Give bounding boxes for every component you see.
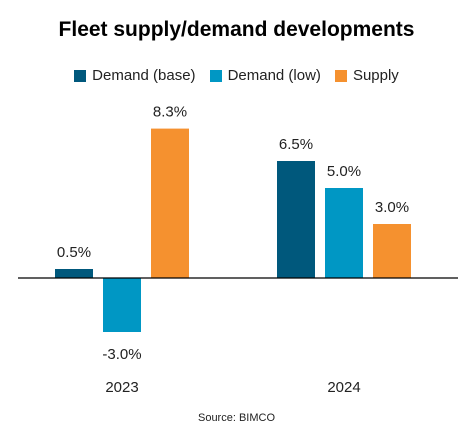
source-note: Source: BIMCO xyxy=(197,412,276,424)
data-label-supply-2023: 8.3% xyxy=(153,104,187,121)
bar-demand-low-2024 xyxy=(325,188,363,278)
data-label-demand-base-2023: 0.5% xyxy=(57,244,91,261)
bar-supply-2024 xyxy=(373,224,411,278)
legend-swatch-supply xyxy=(334,69,347,82)
data-label-demand-base-2024: 6.5% xyxy=(279,136,313,153)
data-label-demand-low-2024: 5.0% xyxy=(327,163,361,180)
data-label-demand-low-2023: -3.0% xyxy=(102,346,141,363)
legend-item-supply: Supply xyxy=(334,67,399,84)
x-tick-label-2023: 2023 xyxy=(105,379,138,396)
legend-swatch-demand-base xyxy=(74,69,87,82)
legend: Demand (base) Demand (low) Supply xyxy=(0,67,473,84)
bar-supply-2023 xyxy=(151,128,189,278)
legend-label-supply: Supply xyxy=(352,67,399,84)
legend-label-demand-base: Demand (base) xyxy=(92,67,196,84)
legend-item-demand-low: Demand (low) xyxy=(209,67,321,84)
legend-item-demand-base: Demand (base) xyxy=(74,67,196,84)
legend-swatch-demand-low xyxy=(209,69,222,82)
legend-label-demand-low: Demand (low) xyxy=(227,67,321,84)
data-label-supply-2024: 3.0% xyxy=(375,199,409,216)
x-tick-label-2024: 2024 xyxy=(327,379,360,396)
bar-demand-low-2023 xyxy=(103,278,141,332)
bar-demand-base-2023 xyxy=(55,269,93,278)
chart-title: Fleet supply/demand developments xyxy=(58,18,415,41)
bar-demand-base-2024 xyxy=(277,161,315,278)
